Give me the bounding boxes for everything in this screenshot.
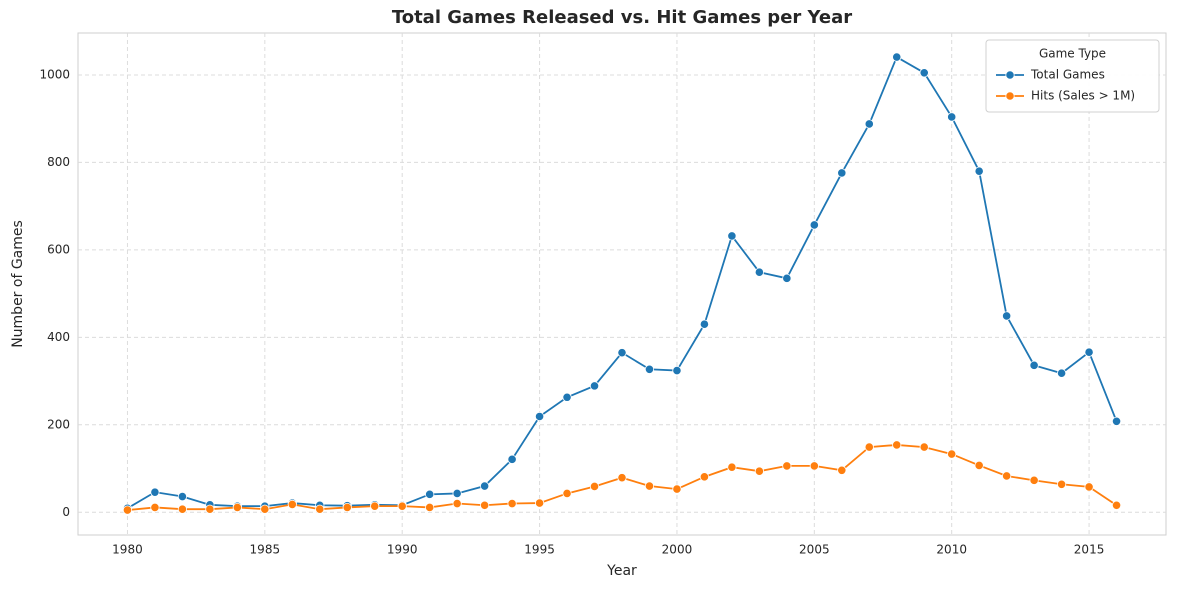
plot-area	[77, 32, 1167, 536]
point	[837, 465, 847, 475]
point	[205, 504, 215, 514]
x-axis-label: Year	[606, 563, 637, 579]
point	[782, 461, 792, 471]
x-tick-label: 2010	[936, 543, 967, 557]
y-tick-label: 800	[47, 155, 70, 169]
point	[864, 119, 874, 129]
point	[232, 502, 242, 513]
point	[425, 489, 435, 499]
point	[919, 442, 929, 452]
point	[644, 364, 655, 374]
point	[1111, 416, 1122, 426]
point	[837, 168, 847, 178]
point	[782, 273, 792, 283]
legend-box	[985, 39, 1160, 113]
x-tick-label: 1995	[524, 543, 555, 557]
chart-title: Total Games Released vs. Hit Games per Y…	[392, 7, 852, 28]
point	[507, 454, 517, 464]
point	[892, 52, 902, 62]
point	[892, 440, 902, 450]
point	[342, 502, 352, 513]
point	[534, 411, 545, 422]
point	[1002, 471, 1012, 481]
legend-label: Hits (Sales > 1M)	[1031, 89, 1135, 103]
point	[177, 504, 188, 514]
point	[452, 488, 462, 499]
point	[617, 473, 627, 483]
point	[562, 392, 572, 402]
point	[809, 461, 819, 471]
legend-marker	[1005, 91, 1015, 101]
x-tick-label: 1985	[250, 543, 281, 557]
point	[452, 498, 462, 509]
point	[727, 231, 737, 241]
point	[534, 498, 545, 508]
point	[480, 500, 490, 510]
point	[672, 484, 682, 494]
point	[260, 504, 270, 514]
point	[122, 505, 133, 515]
point	[919, 68, 929, 78]
point	[1029, 475, 1039, 485]
point	[947, 112, 957, 122]
point	[1084, 482, 1094, 492]
point	[672, 365, 682, 376]
point	[150, 487, 160, 497]
point	[287, 499, 297, 509]
y-tick-label: 0	[62, 505, 70, 519]
legend-title: Game Type	[1039, 47, 1106, 61]
point	[397, 501, 407, 511]
point	[562, 488, 572, 499]
point	[644, 481, 655, 491]
y-tick-label: 400	[47, 330, 70, 344]
point	[617, 348, 627, 358]
legend-marker	[1005, 70, 1015, 80]
point	[974, 166, 984, 176]
point	[727, 462, 737, 472]
point	[974, 460, 984, 471]
point	[425, 502, 435, 513]
point	[370, 501, 380, 511]
x-tick-label: 2015	[1074, 543, 1105, 557]
point	[589, 381, 600, 391]
point	[315, 504, 325, 514]
point	[1002, 311, 1012, 321]
point	[809, 220, 819, 230]
point	[480, 481, 490, 491]
point	[1056, 479, 1067, 489]
point	[1056, 368, 1067, 378]
point	[177, 491, 188, 502]
y-tick-label: 600	[47, 242, 70, 256]
x-tick-label: 2000	[662, 543, 693, 557]
y-axis-label: Number of Games	[10, 220, 26, 348]
x-tick-label: 2005	[799, 543, 830, 557]
point	[507, 498, 517, 509]
y-tick-label: 200	[47, 417, 70, 431]
point	[754, 267, 764, 277]
point	[699, 319, 710, 329]
point	[1084, 347, 1094, 357]
point	[1111, 500, 1122, 510]
point	[1029, 360, 1039, 370]
point	[589, 481, 600, 492]
point	[150, 502, 160, 513]
point	[699, 472, 710, 482]
point	[754, 466, 764, 476]
x-tick-label: 1980	[112, 543, 143, 557]
x-tick-label: 1990	[387, 543, 418, 557]
point	[947, 449, 957, 459]
y-tick-label: 1000	[39, 67, 70, 81]
legend-label: Total Games	[1030, 68, 1105, 82]
point	[864, 442, 874, 452]
